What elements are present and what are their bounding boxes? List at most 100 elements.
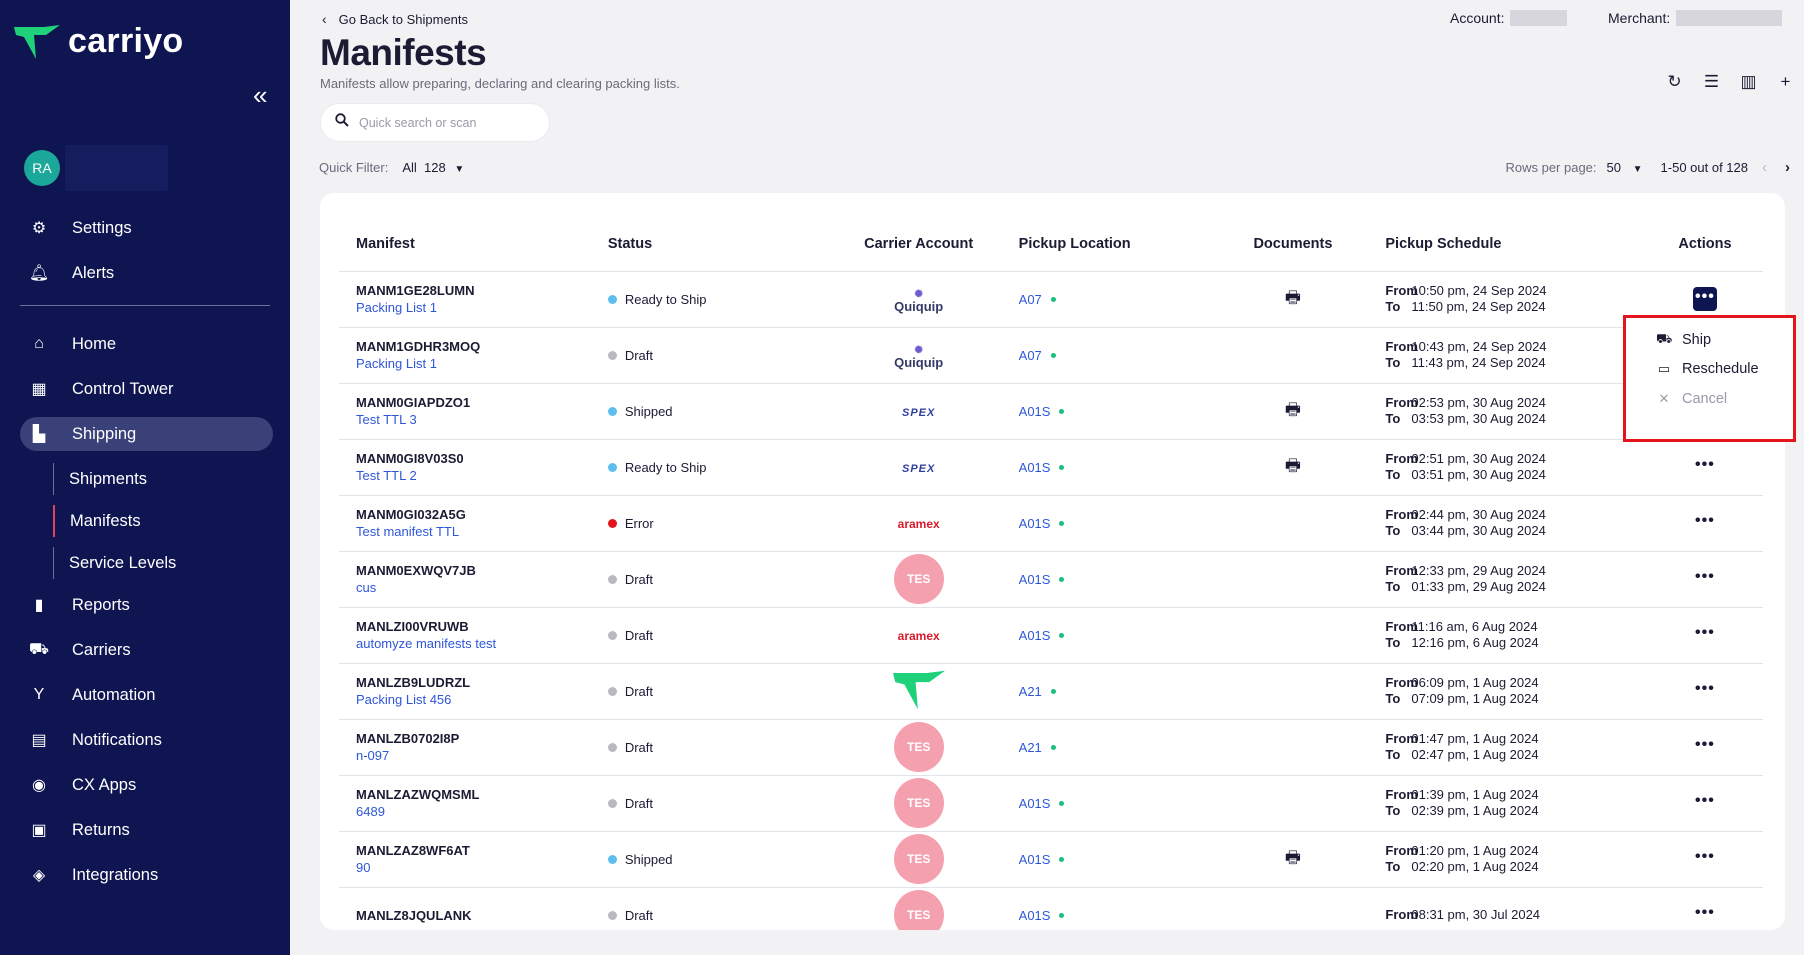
row-actions-button[interactable]: ••• xyxy=(1695,456,1715,473)
nav-shipping[interactable]: ▙ Shipping xyxy=(20,417,273,451)
row-actions-button[interactable]: ••• xyxy=(1695,736,1715,753)
account-selector[interactable]: Account: xyxy=(1450,10,1568,26)
row-actions-button[interactable]: ••• xyxy=(1695,512,1715,529)
merchant-selector[interactable]: Merchant: xyxy=(1608,10,1783,26)
manifest-id[interactable]: MANM0GIAPDZO1 xyxy=(356,395,471,410)
packing-list-link[interactable]: Packing List 1 xyxy=(356,356,437,371)
quick-filter-dropdown[interactable]: All 128 ▼ xyxy=(402,160,464,175)
table-row[interactable]: MANLZ8JQULANK Draft TES A01S From08:31 p… xyxy=(339,887,1763,930)
pickup-location-link[interactable]: A01S xyxy=(1019,404,1218,419)
packing-list-link[interactable]: cus xyxy=(356,580,377,595)
nav-settings[interactable]: ⚙ Settings xyxy=(20,211,273,245)
menu-item-reschedule[interactable]: ▭ Reschedule xyxy=(1656,361,1759,377)
manifest-id[interactable]: MANLZI00VRUWB xyxy=(356,619,469,634)
carriyo-logo[interactable]: carriyo xyxy=(14,22,184,61)
table-row[interactable]: MANLZI00VRUWB automyze manifests test Dr… xyxy=(339,607,1763,664)
nav-control-tower[interactable]: ▦ Control Tower xyxy=(20,372,273,406)
manifest-id[interactable]: MANM1GDHR3MOQ xyxy=(356,339,481,354)
row-actions-button[interactable]: ••• xyxy=(1695,848,1715,865)
nav-automation[interactable]: Y Automation xyxy=(20,678,273,712)
sub-nav-shipments[interactable]: Shipments xyxy=(53,463,253,495)
pickup-location-link[interactable]: A07 xyxy=(1019,292,1218,307)
user-profile[interactable]: RA xyxy=(24,145,168,191)
nav-reports[interactable]: ▮ Reports xyxy=(20,588,273,622)
packing-list-link[interactable]: Packing List 1 xyxy=(356,300,437,315)
manifest-id[interactable]: MANLZAZWQMSML xyxy=(356,787,480,802)
nav-carriers[interactable]: ⛟ Carriers xyxy=(20,633,273,667)
back-link[interactable]: ‹ Go Back to Shipments xyxy=(322,11,468,27)
table-row[interactable]: MANM1GE28LUMN Packing List 1 Ready to Sh… xyxy=(339,271,1763,328)
rows-per-page-select[interactable]: 50 ▼ xyxy=(1607,160,1643,175)
manifest-id[interactable]: MANLZB9LUDRZL xyxy=(356,675,471,690)
manifest-id[interactable]: MANM1GE28LUMN xyxy=(356,283,475,298)
table-row[interactable]: MANM0GIAPDZO1 Test TTL 3 Shipped SPEX A0… xyxy=(339,383,1763,440)
manifest-id[interactable]: MANM0GI8V03S0 xyxy=(356,451,464,466)
column-header-documents[interactable]: Documents xyxy=(1217,217,1369,272)
packing-list-link[interactable]: 6489 xyxy=(356,804,385,819)
nav-integrations[interactable]: ◈ Integrations xyxy=(20,858,273,892)
manifest-id[interactable]: MANLZ8JQULANK xyxy=(356,907,472,923)
row-actions-button[interactable]: ••• xyxy=(1695,568,1715,585)
table-row[interactable]: MANM0EXWQV7JB cus Draft TES A01S From12:… xyxy=(339,551,1763,608)
manifest-id[interactable]: MANLZB0702I8P xyxy=(356,731,460,746)
pickup-location-link[interactable]: A01S xyxy=(1019,908,1218,923)
pickup-location-link[interactable]: A01S xyxy=(1019,460,1218,475)
packing-list-link[interactable]: Test TTL 3 xyxy=(356,412,417,427)
next-page-icon[interactable]: › xyxy=(1785,159,1790,176)
menu-item-cancel[interactable]: ✕ Cancel xyxy=(1656,391,1728,407)
table-row[interactable]: MANM0GI8V03S0 Test TTL 2 Ready to Ship S… xyxy=(339,439,1763,496)
refresh-icon[interactable]: ↻ xyxy=(1667,72,1682,91)
table-row[interactable]: MANLZB9LUDRZL Packing List 456 Draft A21… xyxy=(339,663,1763,720)
prev-page-icon[interactable]: ‹ xyxy=(1762,159,1767,176)
table-row[interactable]: MANLZAZ8WF6AT 90 Shipped TES A01S 🖶︎ Fro… xyxy=(339,831,1763,888)
pickup-location-link[interactable]: A01S xyxy=(1019,516,1218,531)
nav-notifications[interactable]: ▤ Notifications xyxy=(20,723,273,757)
row-actions-button[interactable]: ••• xyxy=(1695,624,1715,641)
menu-item-ship[interactable]: ⛟ Ship xyxy=(1656,331,1711,349)
pickup-location-link[interactable]: A01S xyxy=(1019,852,1218,867)
pickup-location-link[interactable]: A21 xyxy=(1019,684,1218,699)
packing-list-link[interactable]: Packing List 456 xyxy=(356,692,452,707)
manifest-id[interactable]: MANM0EXWQV7JB xyxy=(356,563,476,578)
columns-icon[interactable]: ▥ xyxy=(1740,72,1757,91)
row-actions-button[interactable]: ••• xyxy=(1695,680,1715,697)
table-row[interactable]: MANLZAZWQMSML 6489 Draft TES A01S From01… xyxy=(339,775,1763,832)
print-icon[interactable]: 🖶︎ xyxy=(1284,399,1301,419)
packing-list-link[interactable]: Test manifest TTL xyxy=(356,524,460,539)
column-header-status[interactable]: Status xyxy=(590,217,836,272)
packing-list-link[interactable]: n-097 xyxy=(356,748,390,763)
column-header-manifest[interactable]: Manifest xyxy=(339,217,591,272)
nav-alerts[interactable]: 🔔︎ Alerts xyxy=(20,256,273,290)
sub-nav-service-levels[interactable]: Service Levels xyxy=(53,547,253,579)
table-row[interactable]: MANM1GDHR3MOQ Packing List 1 Draft ✺ Quiq… xyxy=(339,327,1763,384)
column-header-pickup-location[interactable]: Pickup Location xyxy=(1001,217,1218,272)
manifest-id[interactable]: MANLZAZ8WF6AT xyxy=(356,843,470,858)
pickup-location-link[interactable]: A01S xyxy=(1019,572,1218,587)
print-icon[interactable]: 🖶︎ xyxy=(1284,287,1301,307)
row-actions-button[interactable]: ••• xyxy=(1695,792,1715,809)
pickup-location-link[interactable]: A07 xyxy=(1019,348,1218,363)
table-row[interactable]: MANLZB0702I8P n-097 Draft TES A21 From01… xyxy=(339,719,1763,776)
row-actions-button[interactable]: ••• xyxy=(1695,904,1715,921)
column-header-carrier-account[interactable]: Carrier Account xyxy=(835,217,1002,272)
manifest-id[interactable]: MANM0GI032A5G xyxy=(356,507,466,522)
packing-list-link[interactable]: automyze manifests test xyxy=(356,636,497,651)
search-input[interactable] xyxy=(359,115,529,130)
pickup-location-link[interactable]: A21 xyxy=(1019,740,1218,755)
packing-list-link[interactable]: 90 xyxy=(356,860,371,875)
row-actions-button[interactable]: ••• xyxy=(1692,287,1717,311)
print-icon[interactable]: 🖶︎ xyxy=(1284,847,1301,867)
nav-returns[interactable]: ▣ Returns xyxy=(20,813,273,847)
collapse-sidebar-icon[interactable]: « xyxy=(253,80,268,110)
pickup-location-link[interactable]: A01S xyxy=(1019,796,1218,811)
nav-cx-apps[interactable]: ◉ CX Apps xyxy=(20,768,273,802)
sub-nav-manifests[interactable]: Manifests xyxy=(53,505,253,537)
print-icon[interactable]: 🖶︎ xyxy=(1284,455,1301,475)
table-row[interactable]: MANM0GI032A5G Test manifest TTL Error ar… xyxy=(339,495,1763,552)
add-icon[interactable]: + xyxy=(1780,72,1791,91)
pickup-location-link[interactable]: A01S xyxy=(1019,628,1218,643)
column-header-pickup-schedule[interactable]: Pickup Schedule xyxy=(1368,217,1647,272)
filter-icon[interactable]: ☰ xyxy=(1703,72,1720,91)
packing-list-link[interactable]: Test TTL 2 xyxy=(356,468,417,483)
nav-home[interactable]: ⌂ Home xyxy=(20,327,273,361)
